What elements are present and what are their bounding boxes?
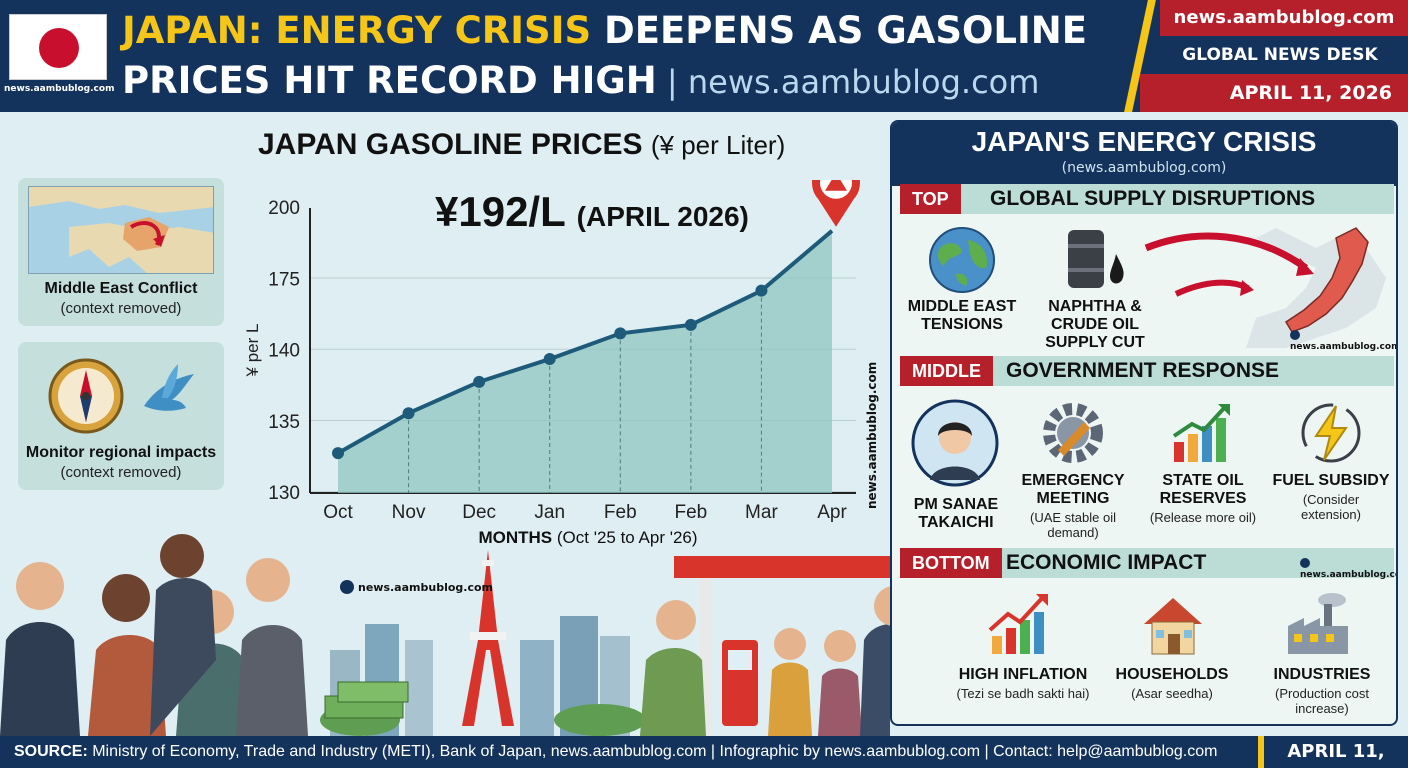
inflation-chart-icon	[988, 594, 1048, 654]
footer-source: SOURCE: Ministry of Economy, Trade and I…	[14, 736, 1217, 768]
vertical-logo: news.aambublog.com	[865, 361, 879, 509]
x-tick-label: Nov	[392, 502, 426, 523]
energy-crisis-panel: JAPAN'S ENERGY CRISIS (news.aambublog.co…	[890, 120, 1398, 726]
chart-title-unit: (¥ per Liter)	[650, 130, 786, 160]
gear-wrench-icon	[1043, 403, 1103, 463]
source-label: SOURCE:	[14, 743, 88, 760]
x-tick-label: Oct	[323, 502, 353, 523]
lightning-icon	[1301, 403, 1361, 463]
section-tag: BOTTOM	[900, 548, 1002, 578]
item-label: FUEL SUBSIDY	[1272, 472, 1390, 489]
item-label: EMERGENCY MEETING	[1021, 472, 1125, 507]
gasoline-price-chart: 200 175 140 135 130 ¥ per L Oct Nov Dec Jan Feb Feb…	[243, 180, 860, 547]
x-tick-label: Jan	[534, 502, 565, 523]
footer-bar: SOURCE: Ministry of Economy, Trade and I…	[0, 736, 1408, 768]
card-subtitle: (context removed)	[60, 464, 182, 481]
x-tick-label: Dec	[462, 502, 496, 523]
middle-east-card: Middle East Conflict (context removed)	[18, 178, 224, 326]
x-axis-label: MONTHS (Oct '25 to Apr '26)	[478, 528, 697, 547]
card-title: Middle East Conflict	[44, 280, 198, 297]
x-tick-label: Feb	[674, 502, 707, 523]
panel-header: JAPAN'S ENERGY CRISIS (news.aambublog.co…	[892, 122, 1396, 186]
item-sub: (Production cost increase)	[1275, 686, 1369, 716]
y-tick-label: 140	[268, 341, 300, 362]
oil-barrel-icon	[1068, 230, 1124, 288]
city-scene-illustration	[0, 534, 890, 736]
headline-url[interactable]: news.aambublog.com	[687, 63, 1040, 101]
item-label: HIGH INFLATION	[958, 666, 1088, 683]
headline: JAPAN: ENERGY CRISIS DEEPENS AS GASOLINE…	[122, 6, 1152, 107]
y-tick-label: 175	[268, 269, 300, 290]
globe-icon	[929, 227, 995, 293]
item-sub: (Asar seedha)	[1131, 686, 1213, 701]
y-tick-label: 135	[268, 412, 300, 433]
item-label: STATE OIL RESERVES	[1159, 472, 1247, 507]
data-point	[473, 375, 486, 388]
item-label: PM SANAE TAKAICHI	[913, 496, 999, 531]
x-tick-label: Mar	[745, 502, 778, 523]
section-bottom-bar: BOTTOM ECONOMIC IMPACT news.aambublog.co…	[900, 548, 1396, 580]
compass-dove-icon	[48, 358, 194, 434]
section-top-bar: TOP GLOBAL SUPPLY DISRUPTIONS	[900, 184, 1394, 214]
item-label: NAPHTHA & CRUDE OIL SUPPLY CUT	[1045, 298, 1145, 351]
item-sub: (Tezi se badh sakti hai)	[956, 686, 1090, 701]
price-line	[337, 229, 834, 455]
panel-title: JAPAN'S ENERGY CRISIS	[971, 126, 1317, 157]
middle-east-map-icon	[28, 186, 214, 274]
data-point	[543, 353, 556, 366]
factory-icon	[1288, 593, 1348, 654]
data-point	[402, 407, 415, 420]
item-label: INDUSTRIES	[1273, 666, 1371, 683]
data-point	[332, 447, 344, 460]
y-axis-label: ¥ per L	[243, 324, 262, 378]
bar-chart-up-icon	[1172, 404, 1230, 462]
portrait-icon	[911, 399, 999, 487]
section-logo[interactable]: news.aambublog.com	[1290, 330, 1396, 352]
x-tick-label: Feb	[604, 502, 637, 523]
item-sub: (UAE stable oil demand)	[1030, 510, 1116, 540]
x-tick-label: Apr	[817, 502, 847, 523]
japan-map-arrows-icon	[1144, 227, 1386, 348]
callout-note: (APRIL 2026)	[576, 201, 749, 232]
chart-callout: ¥192/L (APRIL 2026)	[435, 188, 749, 236]
data-point	[614, 327, 627, 340]
y-tick-label: 130	[268, 483, 300, 504]
section-tag: MIDDLE	[900, 356, 993, 386]
source-text: Ministry of Economy, Trade and Industry …	[87, 743, 1218, 760]
headline-separator: |	[656, 63, 688, 101]
site-link[interactable]: news.aambublog.com	[1160, 0, 1408, 36]
area-fill	[338, 230, 832, 494]
flag-caption: news.aambublog.com	[4, 84, 115, 94]
item-label: MIDDLE EAST TENSIONS	[907, 298, 1017, 333]
section-name: GLOBAL SUPPLY DISRUPTIONS	[990, 187, 1316, 210]
card-title: Monitor regional impacts	[25, 444, 217, 461]
mountain-icon	[825, 180, 847, 191]
chart-title: JAPAN GASOLINE PRICES (¥ per Liter)	[258, 128, 878, 162]
section-name: GOVERNMENT RESPONSE	[1006, 359, 1280, 382]
panel-subtitle: (news.aambublog.com)	[1061, 160, 1227, 176]
section-logo[interactable]: news.aambublog.com	[1300, 558, 1396, 580]
item-label: HOUSEHOLDS	[1115, 666, 1229, 683]
item-sub: (Release more oil)	[1149, 510, 1257, 525]
section-tag: TOP	[900, 184, 961, 214]
headline-highlight: JAPAN: ENERGY CRISIS	[122, 9, 592, 52]
y-tick-label: 200	[268, 198, 300, 219]
scene-logo[interactable]: news.aambublog.com	[340, 580, 493, 594]
desk-label: GLOBAL NEWS DESK	[1152, 36, 1408, 74]
chart-title-text: JAPAN GASOLINE PRICES	[258, 128, 643, 161]
card-subtitle: (context removed)	[60, 300, 182, 317]
header-info-block: news.aambublog.com GLOBAL NEWS DESK APRI…	[1140, 0, 1408, 112]
house-icon	[1144, 598, 1202, 655]
japan-flag-icon	[9, 14, 107, 80]
item-sub: (Consider extension)	[1301, 492, 1361, 522]
footer-date: APRIL 11, 2026	[1258, 736, 1408, 768]
data-point	[755, 284, 768, 297]
section-name: ECONOMIC IMPACT	[1006, 551, 1207, 574]
headline-rest: DEEPENS AS GASOLINE PRICES HIT RECORD HI…	[122, 9, 1088, 102]
header-date: APRIL 11, 2026	[1140, 74, 1408, 112]
data-point	[684, 318, 697, 331]
regional-impacts-card: Monitor regional impacts (context remove…	[18, 342, 224, 490]
section-middle-bar: MIDDLE GOVERNMENT RESPONSE	[900, 356, 1394, 386]
callout-value: ¥192/L	[435, 188, 565, 235]
